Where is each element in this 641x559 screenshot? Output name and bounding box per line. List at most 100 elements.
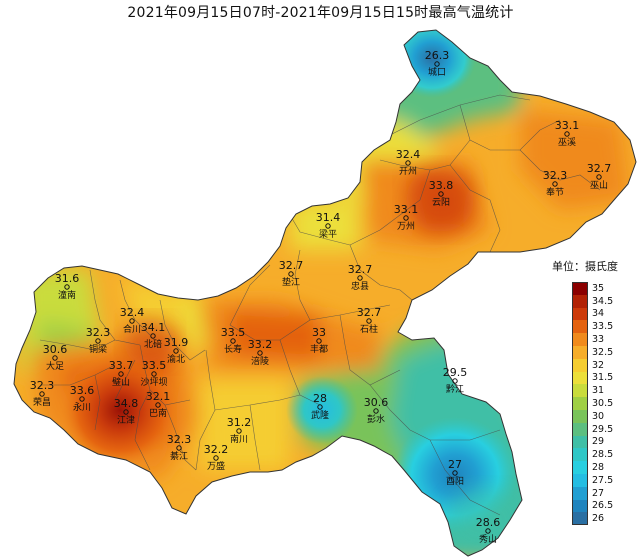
station-dot (373, 408, 379, 414)
station-dot (317, 404, 323, 410)
station-value: 30.6 (43, 343, 68, 356)
legend-swatch (572, 345, 588, 359)
legend-row: 34 (572, 307, 613, 321)
legend-label: 34.5 (592, 295, 614, 307)
station-dot (452, 378, 458, 384)
station-dot (552, 181, 558, 187)
station-value: 33.1 (555, 119, 580, 132)
legend-row: 35 (572, 282, 613, 295)
map-title: 2021年09月15日07时-2021年09月15日15时最高气温统计 (127, 5, 514, 21)
legend-swatch (572, 294, 588, 308)
station-value: 32.1 (146, 390, 171, 403)
legend-swatch (572, 282, 588, 295)
station-dot (236, 428, 242, 434)
legend-label: 28 (592, 462, 605, 474)
station-dot (213, 455, 219, 461)
station-fengjie: 32.3 奉节 (543, 169, 568, 198)
legend-label: 29 (592, 436, 605, 448)
station-value: 27 (448, 458, 462, 471)
station-name: 万盛 (207, 460, 225, 472)
station-name: 丰都 (310, 343, 328, 355)
station-value: 34.8 (114, 397, 139, 410)
station-dianjiang: 32.7 垫江 (279, 259, 304, 288)
legend-label: 28.5 (592, 449, 614, 461)
legend: 35 34.5 34 33.5 33 32.5 32 31.5 31 30.5 30 29.5 29 28… (572, 282, 614, 526)
legend-label: 32.5 (592, 346, 614, 358)
station-name: 梁平 (319, 228, 337, 240)
station-value: 32.7 (357, 306, 382, 319)
station-name: 长寿 (224, 343, 242, 355)
legend-swatch (572, 422, 588, 436)
station-fuling: 33.2 涪陵 (248, 338, 273, 367)
station-rongchang: 32.3 荣昌 (30, 379, 55, 408)
station-name: 北碚 (144, 338, 162, 350)
station-wansheng: 32.2 万盛 (204, 443, 229, 472)
legend-row: 26 (572, 512, 613, 526)
legend-row: 27.5 (572, 473, 613, 487)
legend-swatch (572, 358, 588, 372)
legend-label: 33 (592, 334, 605, 346)
station-name: 黔江 (446, 383, 464, 395)
station-dot (151, 371, 157, 377)
station-value: 32.4 (120, 306, 145, 319)
station-value: 33 (312, 326, 326, 339)
station-value: 31.6 (55, 272, 80, 285)
station-name: 彭水 (367, 413, 385, 425)
station-value: 33.2 (248, 338, 273, 351)
station-name: 巫溪 (558, 136, 576, 148)
legend-swatch (572, 499, 588, 513)
station-shizhu: 32.7 石柱 (357, 306, 382, 335)
legend-row: 28 (572, 461, 613, 474)
station-changshou: 33.5 长寿 (221, 326, 246, 355)
station-name: 涪陵 (251, 355, 269, 367)
legend-label: 35 (592, 282, 605, 294)
station-name: 璧山 (112, 376, 130, 388)
station-name: 铜梁 (89, 343, 107, 355)
station-dot (564, 131, 570, 137)
station-value: 32.2 (204, 443, 229, 456)
station-tongnan: 31.6 潼南 (55, 272, 80, 301)
station-dot (596, 174, 602, 180)
station-name: 武隆 (311, 409, 329, 421)
station-dot (357, 275, 363, 281)
legend-swatch (572, 435, 588, 449)
station-dot (316, 338, 322, 344)
legend-row: 32.5 (572, 345, 614, 359)
legend-swatch (572, 486, 588, 500)
district-boundaries (39, 94, 601, 516)
station-dot (230, 338, 236, 344)
station-value: 32.3 (30, 379, 55, 392)
station-dot (325, 223, 331, 229)
legend-label: 31 (592, 385, 605, 397)
legend-swatch (572, 448, 588, 462)
legend-row: 31 (572, 384, 613, 398)
station-value: 32.4 (396, 148, 421, 161)
legend-row: 32 (572, 358, 613, 372)
station-wushan: 32.7 巫山 (587, 162, 612, 191)
station-dot (257, 350, 263, 356)
station-name: 奉节 (546, 186, 564, 198)
station-markers: 26.3 城口 33.1 巫溪 32.7 巫山 32.4 开州 32.3 奉节 33.8 云阳 33.1… (30, 49, 612, 545)
station-value: 28 (313, 392, 327, 405)
station-dot (39, 391, 45, 397)
station-shapingba: 33.5 沙坪坝 (140, 359, 167, 388)
legend-row: 33 (572, 333, 613, 346)
station-value: 33.7 (109, 359, 134, 372)
station-dot (438, 191, 444, 197)
station-name: 万州 (397, 221, 415, 232)
legend-label: 26 (592, 513, 605, 525)
legend-swatch (572, 371, 588, 385)
station-tongliang: 32.3 铜梁 (86, 326, 111, 355)
station-name: 忠县 (351, 281, 369, 292)
station-value: 32.7 (348, 263, 373, 276)
legend-label: 31.5 (592, 372, 614, 384)
station-name: 渝北 (167, 353, 185, 365)
station-value: 32.7 (279, 259, 304, 272)
station-zhongxian: 32.7 忠县 (348, 263, 373, 292)
legend-row: 33.5 (572, 320, 613, 334)
legend-swatch (572, 397, 588, 410)
station-name: 合川 (123, 323, 141, 335)
station-dot (123, 409, 129, 415)
legend-label: 32 (592, 359, 605, 371)
